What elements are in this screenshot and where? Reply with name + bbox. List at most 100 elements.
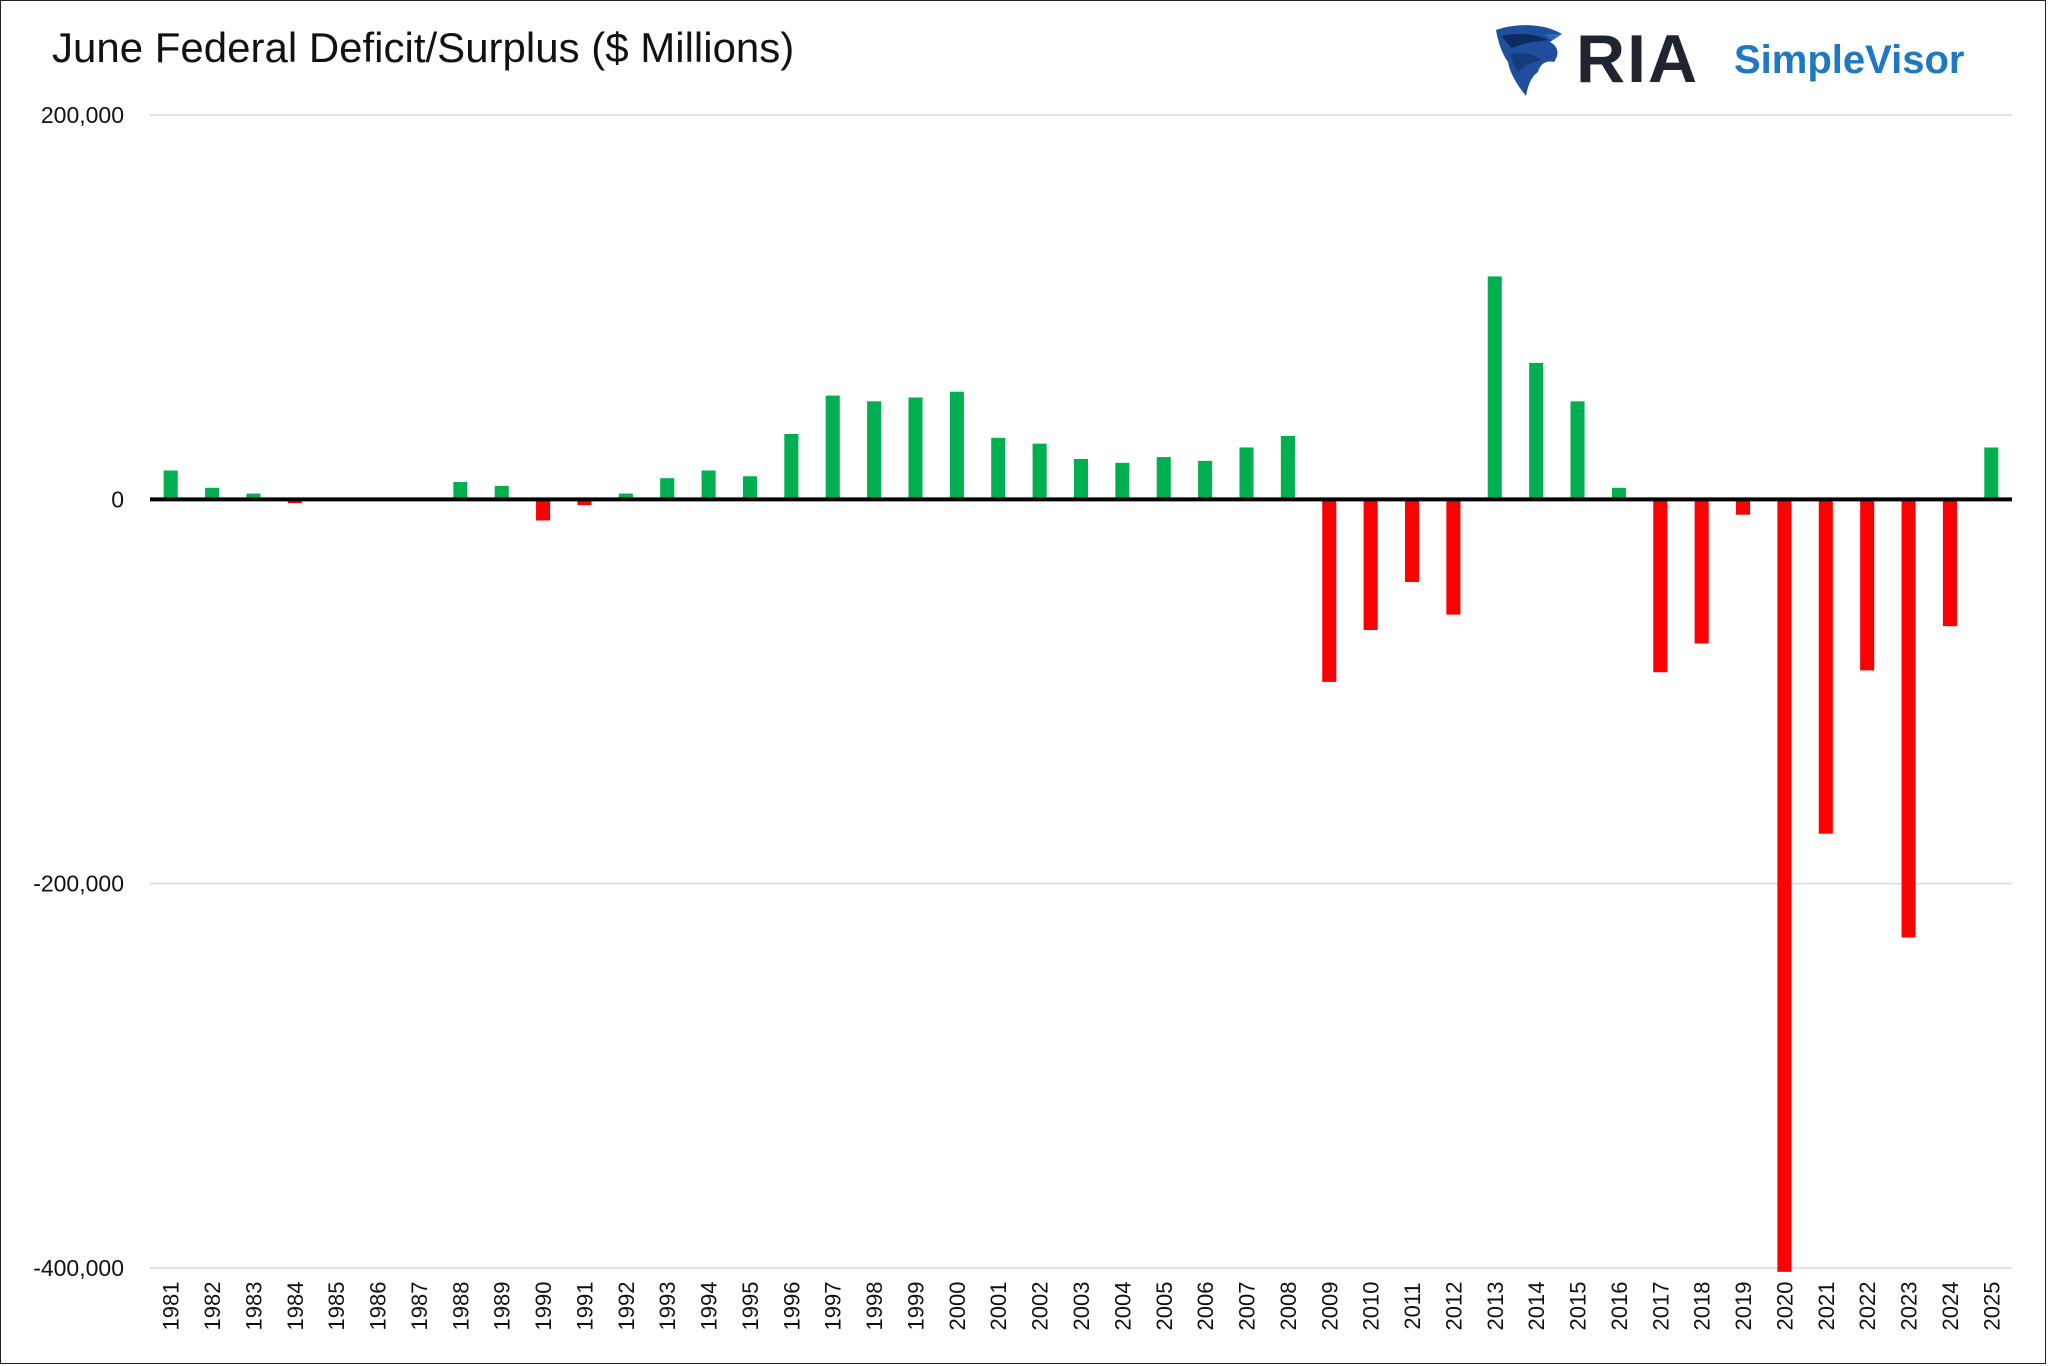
x-tick-label: 2017 xyxy=(1648,1282,1673,1331)
x-tick-label: 1984 xyxy=(283,1282,308,1331)
bar-2009 xyxy=(1322,499,1337,682)
bar-2020 xyxy=(1777,499,1792,1272)
x-tick-label: 1997 xyxy=(821,1282,846,1331)
chart-title: June Federal Deficit/Surplus ($ Millions… xyxy=(52,24,795,71)
x-tick-label: 2025 xyxy=(1979,1282,2004,1331)
x-tick-label: 2008 xyxy=(1276,1282,1301,1331)
bar-2021 xyxy=(1818,499,1833,834)
x-tick-label: 2021 xyxy=(1814,1282,1839,1331)
x-tick-label: 2019 xyxy=(1731,1282,1756,1331)
bar-1997 xyxy=(825,395,840,500)
x-tick-label: 2009 xyxy=(1317,1282,1342,1331)
bar-1996 xyxy=(784,433,799,500)
x-tick-label: 2013 xyxy=(1483,1282,1508,1331)
bar-2007 xyxy=(1239,447,1254,500)
bars xyxy=(163,276,1999,1272)
bar-2012 xyxy=(1446,499,1461,615)
bar-2002 xyxy=(1032,443,1047,500)
x-tick-label: 1981 xyxy=(159,1282,184,1331)
x-tick-label: 1985 xyxy=(324,1282,349,1331)
bar-2006 xyxy=(1198,460,1213,500)
x-tick-label: 1983 xyxy=(241,1282,266,1331)
x-tick-label: 2023 xyxy=(1897,1282,1922,1331)
x-tick-label: 2007 xyxy=(1235,1282,1260,1331)
bar-2024 xyxy=(1942,499,1957,627)
bar-1998 xyxy=(867,401,882,500)
bar-1989 xyxy=(494,485,509,500)
x-axis-ticks: 1981 1982 1983 1984 1985 1986 1987 1988 1989 1990… xyxy=(159,1282,2005,1331)
y-axis-ticks: 200,000 0 -200,000 -400,000 xyxy=(33,102,124,1281)
x-tick-label: 1992 xyxy=(614,1282,639,1331)
x-tick-label: 2001 xyxy=(986,1282,1011,1331)
x-tick-label: 1982 xyxy=(200,1282,225,1331)
bar-1993 xyxy=(660,478,675,500)
y-tick-label: 200,000 xyxy=(41,102,124,128)
x-tick-label: 1989 xyxy=(490,1282,515,1331)
x-tick-label: 2011 xyxy=(1400,1282,1425,1329)
bar-2015 xyxy=(1570,401,1585,500)
x-tick-label: 1988 xyxy=(448,1282,473,1331)
bar-1982 xyxy=(205,487,220,500)
bar-2005 xyxy=(1156,457,1171,500)
bar-2022 xyxy=(1860,499,1875,671)
ria-simplevisor-logo: RIA SimpleVisor xyxy=(1488,20,2008,100)
x-tick-label: 2024 xyxy=(1938,1282,1963,1331)
bar-1999 xyxy=(908,397,923,500)
bar-1988 xyxy=(453,482,468,500)
logo-simplevisor-text: SimpleVisor xyxy=(1734,38,1965,82)
bar-1981 xyxy=(163,470,178,500)
x-tick-label: 2003 xyxy=(1069,1282,1094,1331)
x-tick-label: 1993 xyxy=(655,1282,680,1331)
bar-2023 xyxy=(1901,499,1916,938)
x-tick-label: 2006 xyxy=(1193,1282,1218,1331)
bar-2001 xyxy=(991,437,1006,500)
x-tick-label: 1986 xyxy=(366,1282,391,1331)
x-tick-label: 1990 xyxy=(531,1282,556,1331)
x-tick-label: 1995 xyxy=(738,1282,763,1331)
bar-2003 xyxy=(1073,458,1089,500)
bar-2008 xyxy=(1280,435,1295,500)
x-tick-label: 1996 xyxy=(779,1282,804,1331)
x-tick-label: 2016 xyxy=(1607,1282,1632,1331)
bar-1991 xyxy=(577,499,592,506)
x-tick-label: 1999 xyxy=(903,1282,928,1331)
x-tick-label: 2014 xyxy=(1524,1282,1549,1331)
x-tick-label: 2010 xyxy=(1359,1282,1384,1331)
x-tick-label: 2000 xyxy=(945,1282,970,1331)
bar-2004 xyxy=(1115,462,1130,500)
bar-1983 xyxy=(246,493,261,500)
bar-1990 xyxy=(536,499,551,521)
eagle-icon xyxy=(1496,25,1562,96)
x-tick-label: 2020 xyxy=(1772,1282,1797,1331)
y-tick-label: -400,000 xyxy=(33,1255,124,1281)
x-tick-label: 1991 xyxy=(572,1282,597,1331)
bar-2025 xyxy=(1984,447,1999,500)
x-tick-label: 2012 xyxy=(1441,1282,1466,1331)
bar-1995 xyxy=(742,476,758,500)
x-tick-label: 2015 xyxy=(1566,1282,1591,1331)
x-tick-label: 1998 xyxy=(862,1282,887,1331)
bar-1994 xyxy=(701,470,716,500)
y-tick-label: -200,000 xyxy=(33,871,124,897)
bar-2011 xyxy=(1404,499,1420,582)
x-tick-label: 2022 xyxy=(1855,1282,1880,1331)
gridlines xyxy=(150,114,2012,1269)
bar-2000 xyxy=(949,391,964,500)
bar-1992 xyxy=(618,493,633,500)
x-tick-label: 2005 xyxy=(1152,1282,1177,1331)
logo-ria-text: RIA xyxy=(1576,21,1700,97)
x-tick-label: 1994 xyxy=(697,1282,722,1331)
bar-2016 xyxy=(1611,487,1626,500)
bar-2017 xyxy=(1653,499,1668,673)
bar-2014 xyxy=(1529,362,1544,500)
bar-2010 xyxy=(1363,499,1378,631)
x-tick-label: 2004 xyxy=(1110,1282,1135,1331)
bar-2013 xyxy=(1487,276,1502,500)
x-tick-label: 1987 xyxy=(407,1282,432,1331)
x-tick-label: 2002 xyxy=(1028,1282,1053,1331)
bar-2018 xyxy=(1694,499,1709,644)
bar-2019 xyxy=(1736,499,1751,515)
y-tick-label: 0 xyxy=(111,486,124,512)
